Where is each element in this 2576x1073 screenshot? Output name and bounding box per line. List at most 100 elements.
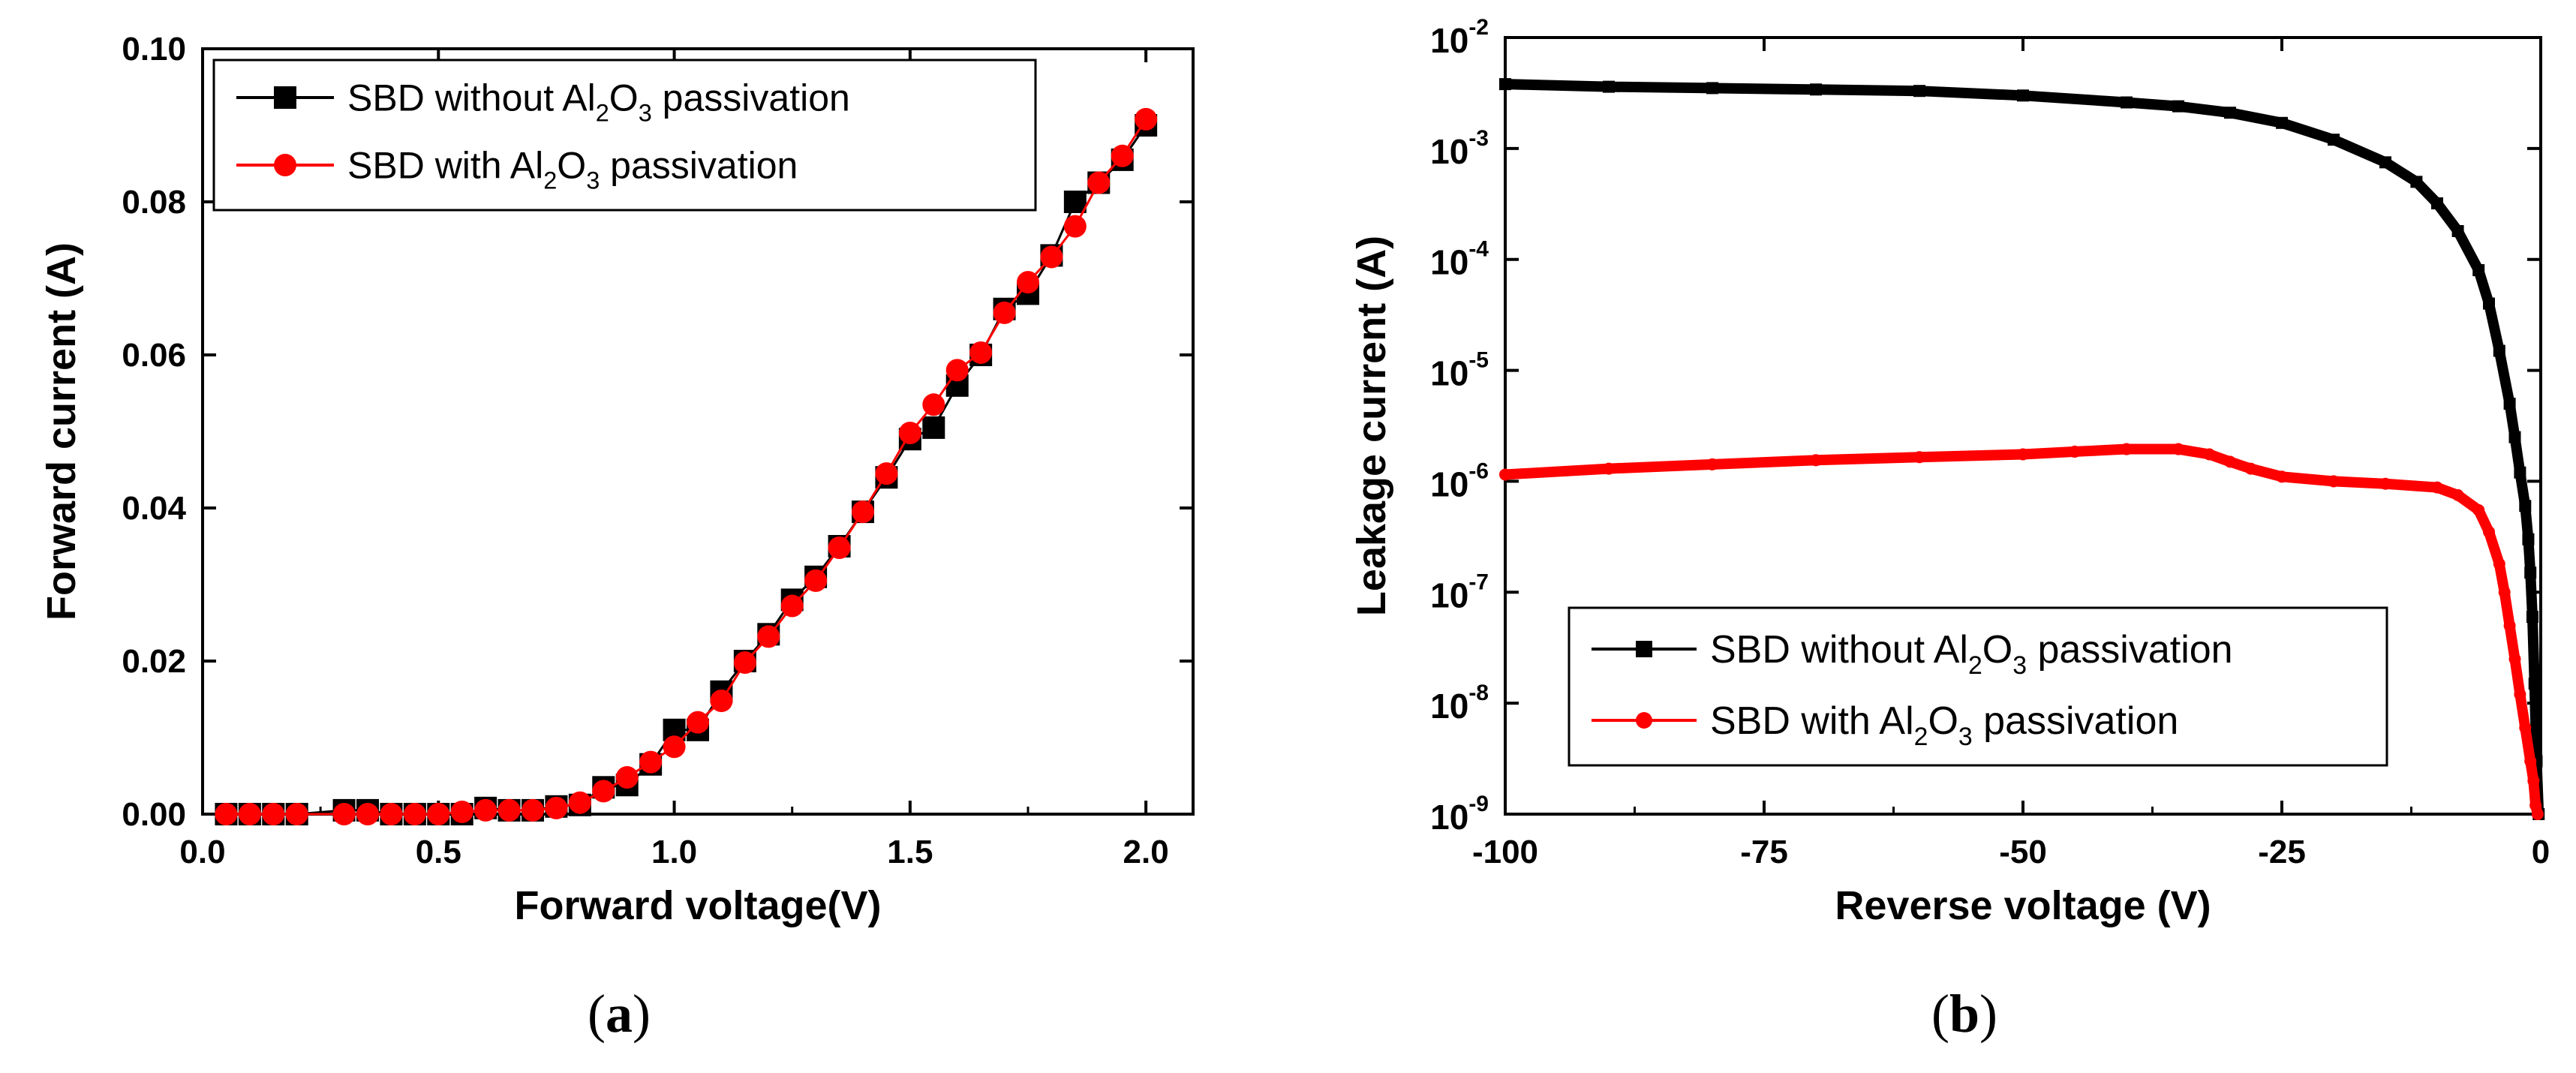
legend-label-part-b0-3: 3 xyxy=(2012,651,2027,680)
x-tick-label-b: -50 xyxy=(1999,834,2047,870)
data-point-b-0 xyxy=(2493,344,2505,357)
data-point-b-0 xyxy=(2276,116,2288,129)
data-point-b-1 xyxy=(1913,451,1925,464)
legend-label-part-a1-0: SBD with Al xyxy=(347,145,543,187)
y-tick-label-b: 10-2 xyxy=(1430,15,1489,60)
caption-b: (b) xyxy=(1931,984,1998,1044)
data-point-b-1 xyxy=(2172,443,2184,455)
legend-label-part-a0-4: passivation xyxy=(652,77,850,119)
data-point-b-1 xyxy=(2276,470,2288,483)
data-point-b-1 xyxy=(2224,455,2236,468)
data-point-a-1 xyxy=(474,798,497,822)
y-tick-label-a: 0.06 xyxy=(122,337,186,374)
y-tick-label-a: 0.10 xyxy=(122,31,186,68)
data-point-a-1 xyxy=(356,803,379,825)
data-point-b-0 xyxy=(2519,500,2532,512)
legend-entry-b1: SBD with Al2O3 passivation xyxy=(1592,699,2178,751)
data-point-a-1 xyxy=(687,711,709,734)
series-a-1 xyxy=(215,107,1158,825)
y-tick-label-b: 10-5 xyxy=(1430,348,1489,393)
series-line-a-1 xyxy=(226,119,1147,816)
y-tick-label-b: 10-9 xyxy=(1430,792,1489,837)
x-axis-title-a: Forward voltage(V) xyxy=(514,883,881,928)
data-point-b-1 xyxy=(2121,443,2133,455)
legend-label-part-b0-4: passivation xyxy=(2027,628,2233,672)
data-point-a-1 xyxy=(993,301,1016,324)
data-point-a-1 xyxy=(1017,271,1039,294)
series-line-b-0 xyxy=(1504,79,2544,815)
data-point-a-1 xyxy=(663,735,686,759)
legend-label-part-b0-1: 2 xyxy=(1968,651,1982,680)
data-point-a-1 xyxy=(639,750,663,774)
data-point-a-1 xyxy=(380,803,403,825)
data-point-b-0 xyxy=(2483,297,2495,310)
y-tick-label-a: 0.00 xyxy=(122,796,186,833)
data-point-a-1 xyxy=(615,766,639,789)
legend-label-part-a1-1: 2 xyxy=(543,167,557,194)
legend-label-part-a0-3: 3 xyxy=(639,100,652,127)
x-tick-label-a: 2.0 xyxy=(1123,834,1169,870)
data-point-b-0 xyxy=(2528,678,2541,690)
legend-entry-a1: SBD with Al2O3 passivation xyxy=(236,145,798,194)
y-tick-label-b: 10-3 xyxy=(1430,126,1489,171)
y-tick-exponent-b: -4 xyxy=(1468,237,1489,262)
legend-label-part-b0-2: O xyxy=(1982,628,2012,672)
y-tick-base-b: 10 xyxy=(1430,132,1468,171)
data-point-b-0 xyxy=(2379,156,2391,169)
x-tick-label-a: 1.5 xyxy=(887,834,933,870)
data-point-b-1 xyxy=(2531,808,2544,820)
data-point-a-1 xyxy=(427,803,450,825)
y-tick-exponent-b: -3 xyxy=(1468,126,1489,151)
data-point-a-1 xyxy=(1063,215,1087,238)
series-b-1 xyxy=(1499,443,2544,820)
data-point-b-1 xyxy=(1603,462,1615,475)
data-point-b-1 xyxy=(1499,468,1511,481)
data-point-a-1 xyxy=(875,462,898,485)
data-point-b-0 xyxy=(2514,466,2526,479)
y-tick-base-b: 10 xyxy=(1430,21,1468,60)
x-tick-label-b: 0 xyxy=(2532,834,2550,870)
data-point-b-1 xyxy=(2203,448,2216,461)
legend-label-part-a0-2: O xyxy=(609,77,639,119)
plot-frame-a xyxy=(201,47,1195,816)
data-point-a-1 xyxy=(285,803,308,825)
data-point-a-1 xyxy=(497,798,521,822)
data-point-b-1 xyxy=(2519,721,2532,734)
legend-marker-a0 xyxy=(274,86,296,109)
caption-a-label: a xyxy=(605,984,633,1044)
data-point-a-1 xyxy=(780,594,804,618)
y-axis-title-b: Leakage current (A) xyxy=(1349,236,1394,616)
chart-panel-b: -100 -75 -50 -25 0 10-9 10-8 10-7 10-6 10-5 10-4 10… xyxy=(1288,0,2576,1073)
data-point-b-1 xyxy=(2017,448,2029,461)
y-tick-exponent-b: -2 xyxy=(1468,15,1489,40)
data-point-a-1 xyxy=(945,359,969,382)
data-point-b-0 xyxy=(1913,85,1925,98)
x-axis-title-b: Reverse voltage (V) xyxy=(1835,883,2211,928)
data-point-b-0 xyxy=(1810,83,1822,96)
data-point-b-1 xyxy=(2508,653,2521,666)
data-point-b-0 xyxy=(2410,176,2423,188)
data-point-a-1 xyxy=(757,625,780,648)
x-tick-label-b: -25 xyxy=(2258,834,2306,870)
legend-entry-b0: SBD without Al2O3 passivation xyxy=(1592,628,2233,680)
legend-label-a0: SBD without Al2O3 passivation xyxy=(347,77,850,127)
data-point-b-0 xyxy=(2524,567,2537,579)
data-point-b-1 xyxy=(2524,755,2537,768)
data-point-b-1 xyxy=(2498,586,2511,599)
y-tick-label-b: 10-8 xyxy=(1430,681,1489,726)
data-point-b-0 xyxy=(2017,89,2029,102)
data-point-a-1 xyxy=(828,536,851,560)
data-point-b-1 xyxy=(2379,477,2391,490)
legend-marker-b1 xyxy=(1636,712,1652,729)
legend-label-part-b1-4: passivation xyxy=(1973,699,2179,743)
legend-label-part-b1-3: 3 xyxy=(1958,723,1973,751)
y-tick-label-a: 0.04 xyxy=(122,490,186,527)
data-point-b-1 xyxy=(2431,481,2443,494)
data-point-b-1 xyxy=(2514,688,2526,701)
series-line-a-0 xyxy=(226,125,1147,816)
y-tick-label-a: 0.08 xyxy=(122,184,186,221)
data-point-b-1 xyxy=(1706,458,1718,470)
data-point-a-1 xyxy=(922,393,945,416)
data-point-b-1 xyxy=(2328,475,2340,488)
x-tick-label-a: 0.0 xyxy=(179,834,225,870)
